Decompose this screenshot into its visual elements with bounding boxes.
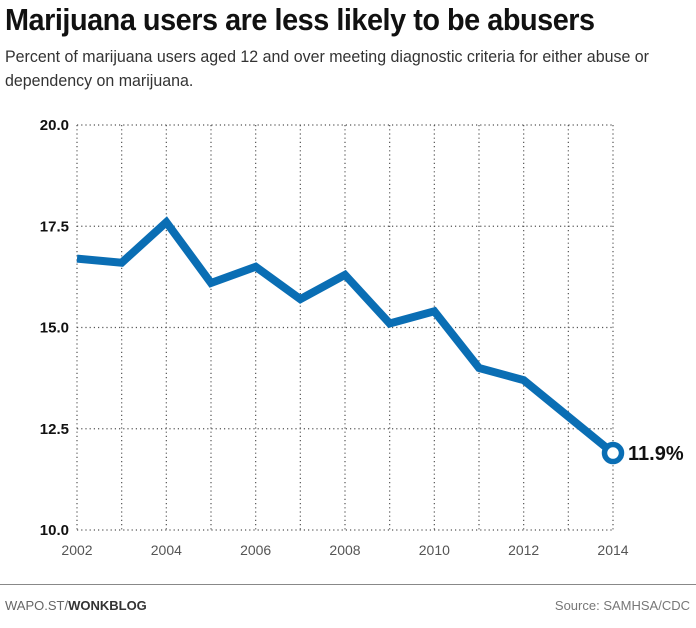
- x-tick-label: 2010: [419, 542, 450, 558]
- end-value-label: 11.9%: [628, 443, 684, 465]
- y-axis-ticks: 10.0 12.5 15.0 17.5 20.0: [40, 117, 69, 539]
- x-tick-label: 2004: [151, 542, 182, 558]
- y-tick-label: 15.0: [40, 320, 69, 337]
- end-marker: [601, 441, 625, 465]
- source-note: Source: SAMHSA/CDC: [554, 598, 690, 613]
- grid: [76, 124, 614, 531]
- x-tick-label: 2014: [597, 542, 628, 558]
- chart-title: Marijuana users are less likely to be ab…: [5, 2, 595, 37]
- credit: WAPO.ST/WONKBLOG: [5, 598, 147, 613]
- x-tick-label: 2002: [61, 542, 92, 558]
- line-chart: 10.0 12.5 15.0 17.5 20.0 2002 2004 2006 2008 201…: [40, 117, 684, 558]
- y-tick-label: 10.0: [40, 522, 69, 539]
- x-axis-ticks: 2002 2004 2006 2008 2010 2012 2014: [61, 542, 628, 558]
- credit-brand: WONKBLOG: [68, 598, 147, 613]
- credit-prefix: WAPO.ST/: [5, 598, 69, 613]
- chart-subtitle: Percent of marijuana users aged 12 and o…: [5, 47, 650, 90]
- footer-divider: [0, 584, 696, 585]
- y-tick-label: 17.5: [40, 218, 69, 235]
- x-tick-label: 2012: [508, 542, 539, 558]
- x-tick-label: 2008: [329, 542, 360, 558]
- y-tick-label: 12.5: [40, 421, 69, 438]
- x-tick-label: 2006: [240, 542, 271, 558]
- series-line: [76, 216, 616, 457]
- y-tick-label: 20.0: [40, 117, 69, 134]
- series: [76, 216, 616, 457]
- annotations: 11.9%: [601, 441, 684, 465]
